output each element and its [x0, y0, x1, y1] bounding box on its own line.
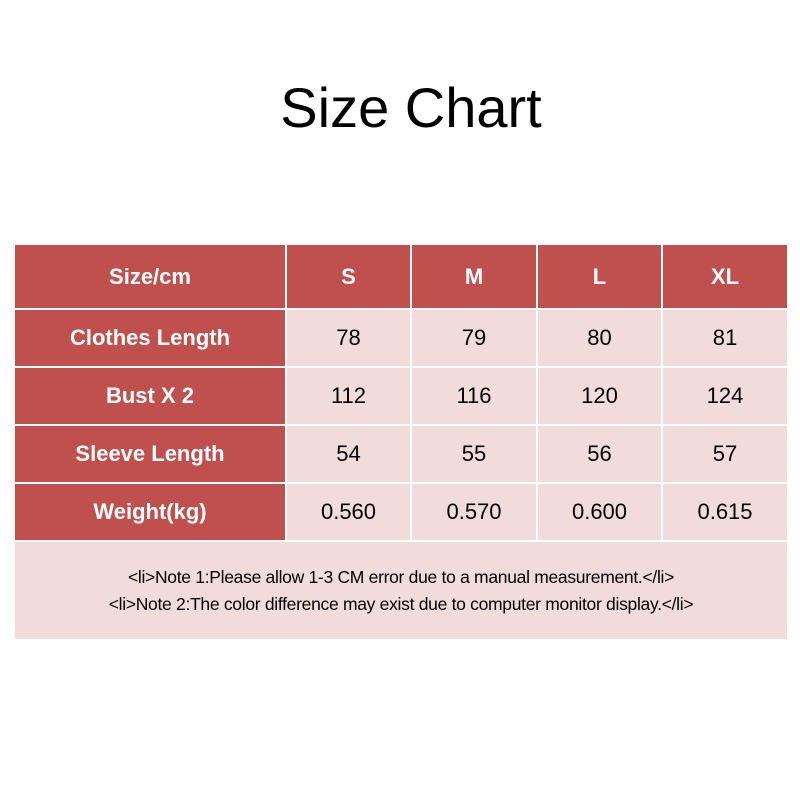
table-cell: 0.570: [412, 484, 536, 540]
header-row: Size/cm S M L XL: [15, 245, 787, 308]
header-cell: S: [287, 245, 410, 308]
header-cell: XL: [663, 245, 787, 308]
page-title: Size Chart: [280, 76, 542, 139]
header-cell: M: [412, 245, 536, 308]
table-cell: 116: [412, 368, 536, 424]
table-cell: 79: [412, 310, 536, 366]
table-cell: 56: [538, 426, 661, 482]
row-label: Clothes Length: [15, 310, 285, 366]
row-label: Bust X 2: [15, 368, 285, 424]
row-label: Weight(kg): [15, 484, 285, 540]
table-cell: 81: [663, 310, 787, 366]
table-cell: 124: [663, 368, 787, 424]
header-cell: L: [538, 245, 661, 308]
size-table: Size/cm S M L XL Clothes Length 78 79 80 81 B…: [15, 245, 787, 639]
header-cell: Size/cm: [15, 245, 285, 308]
table-cell: 78: [287, 310, 410, 366]
row-label: Sleeve Length: [15, 426, 285, 482]
table-cell: 0.560: [287, 484, 410, 540]
notes: <li>Note 1:Please allow 1-3 CM error due…: [15, 542, 787, 639]
table-cell: 55: [412, 426, 536, 482]
table-cell: 80: [538, 310, 661, 366]
table-row: Sleeve Length 54 55 56 57: [15, 426, 787, 482]
table-cell: 0.600: [538, 484, 661, 540]
table-row: Bust X 2 112 116 120 124: [15, 368, 787, 424]
table-cell: 54: [287, 426, 410, 482]
table-row: Clothes Length 78 79 80 81: [15, 310, 787, 366]
table-cell: 0.615: [663, 484, 787, 540]
table-row: Weight(kg) 0.560 0.570 0.600 0.615: [15, 484, 787, 540]
table-cell: 120: [538, 368, 661, 424]
note-2: <li>Note 2:The color difference may exis…: [108, 593, 694, 614]
table-cell: 57: [663, 426, 787, 482]
note-1: <li>Note 1:Please allow 1-3 CM error due…: [127, 566, 675, 587]
table-cell: 112: [287, 368, 410, 424]
